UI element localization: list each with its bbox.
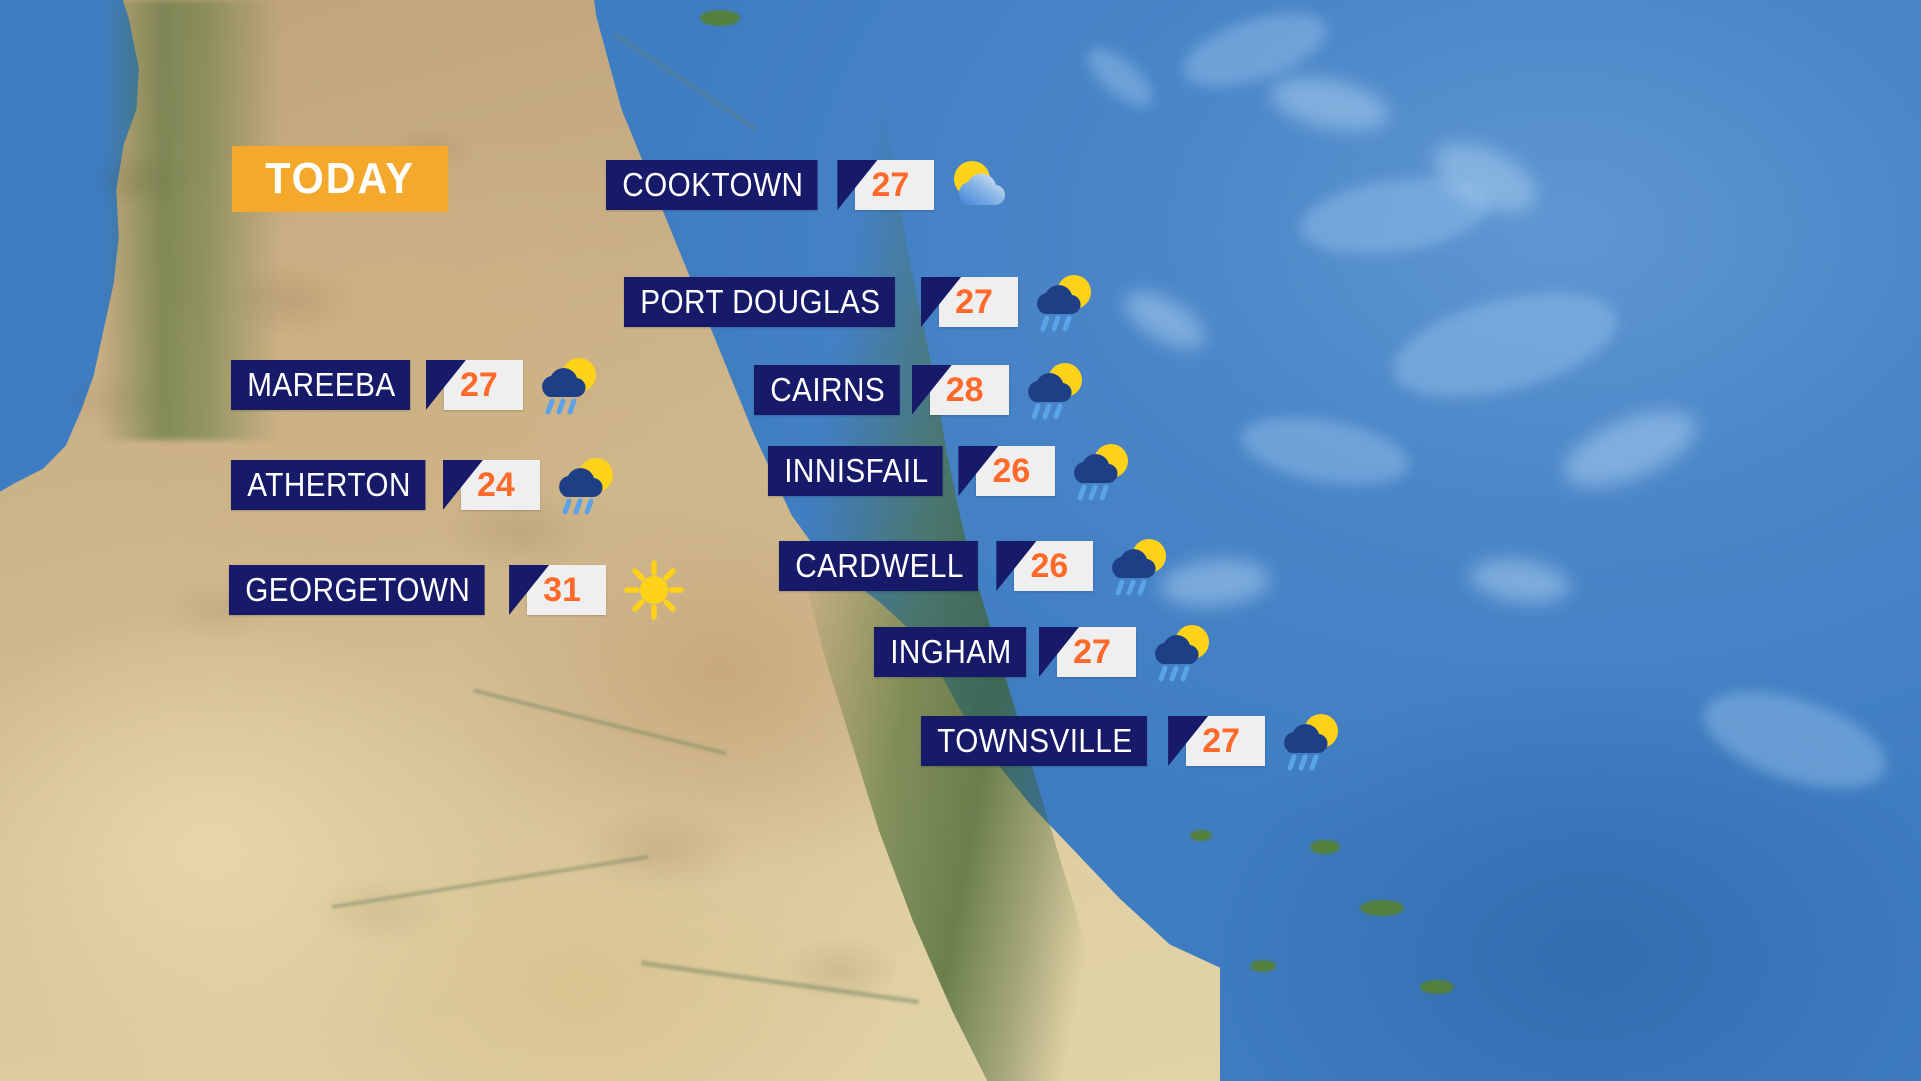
showers-icon xyxy=(1144,621,1220,683)
city-chip: MAREEBA 27 xyxy=(231,360,523,410)
temperature-value: 27 xyxy=(939,277,1019,327)
forecast-row-cardwell[interactable]: CARDWELL 26 xyxy=(779,539,1177,596)
city-name-label: COOKTOWN xyxy=(606,160,818,210)
city-name-label: ATHERTON xyxy=(231,460,426,510)
city-name-label: INNISFAIL xyxy=(768,446,943,496)
today-banner-label: TODAY xyxy=(265,154,415,203)
sunny-icon xyxy=(614,559,694,621)
forecast-row-ingham[interactable]: INGHAM 27 xyxy=(874,625,1220,682)
city-chip: INNISFAIL 26 xyxy=(768,446,1056,496)
city-chip: CAIRNS 28 xyxy=(754,365,1009,415)
city-name-label: MAREEBA xyxy=(231,360,410,410)
city-name-label: CARDWELL xyxy=(779,541,979,591)
forecast-row-townsville[interactable]: TOWNSVILLE 27 xyxy=(921,714,1349,771)
showers-icon xyxy=(531,354,607,416)
showers-icon xyxy=(1017,359,1093,421)
city-name-label: TOWNSVILLE xyxy=(921,716,1148,766)
island-shape xyxy=(1250,960,1276,972)
forecast-row-innisfail[interactable]: INNISFAIL 26 xyxy=(768,444,1139,501)
forecast-row-mareeba[interactable]: MAREEBA 27 xyxy=(231,358,607,415)
city-chip: ATHERTON 24 xyxy=(231,460,540,510)
city-name-label: INGHAM xyxy=(874,627,1027,677)
temperature-value: 26 xyxy=(1014,541,1094,591)
forecast-row-cairns[interactable]: CAIRNS 28 xyxy=(754,363,1093,420)
city-name-label: CAIRNS xyxy=(754,365,900,415)
showers-icon xyxy=(1273,710,1349,772)
city-name-label: GEORGETOWN xyxy=(229,565,485,615)
forecast-row-cooktown[interactable]: COOKTOWN 27 xyxy=(606,160,1018,210)
temperature-value: 27 xyxy=(855,160,935,210)
showers-icon xyxy=(1026,271,1102,333)
island-shape xyxy=(1190,830,1212,841)
forecast-row-atherton[interactable]: ATHERTON 24 xyxy=(231,458,624,515)
city-name-label: PORT DOUGLAS xyxy=(624,277,895,327)
island-shape xyxy=(1420,980,1454,994)
city-chip: INGHAM 27 xyxy=(874,627,1136,677)
island-shape xyxy=(700,10,740,26)
showers-icon xyxy=(1063,440,1139,502)
today-banner: TODAY xyxy=(232,146,449,212)
forecast-row-georgetown[interactable]: GEORGETOWN 31 xyxy=(229,560,694,620)
partly-cloudy-icon xyxy=(942,154,1018,216)
island-shape xyxy=(1360,900,1404,916)
city-chip: CARDWELL 26 xyxy=(779,541,1094,591)
city-chip: TOWNSVILLE 27 xyxy=(921,716,1266,766)
forecast-row-port-douglas[interactable]: PORT DOUGLAS 27 xyxy=(624,275,1102,332)
city-chip: COOKTOWN 27 xyxy=(606,160,935,210)
showers-icon xyxy=(548,454,624,516)
showers-icon xyxy=(1101,535,1177,597)
city-chip: PORT DOUGLAS 27 xyxy=(624,277,1019,327)
island-shape xyxy=(1310,840,1340,854)
city-chip: GEORGETOWN 31 xyxy=(229,565,607,615)
